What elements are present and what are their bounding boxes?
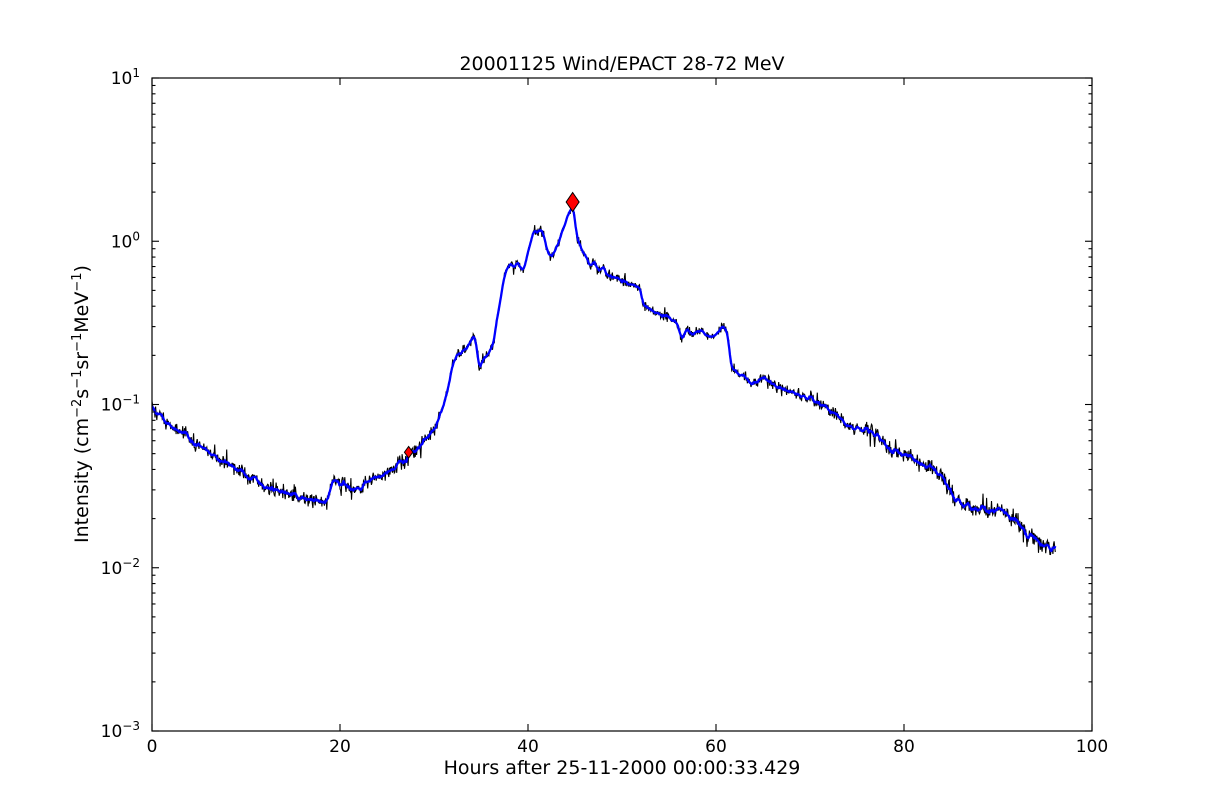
y-tick-label: 10−2	[101, 556, 140, 579]
x-tick-label: 20	[329, 737, 351, 757]
x-tick-label: 40	[517, 737, 539, 757]
x-axis-label: Hours after 25-11-2000 00:00:33.429	[444, 757, 801, 779]
axes-frame	[151, 77, 1093, 732]
x-tick-label: 60	[705, 737, 727, 757]
x-tick-label: 100	[1076, 737, 1108, 757]
y-tick-label: 10−3	[101, 719, 140, 742]
event-markers	[403, 191, 580, 459]
y-tick-label: 10−1	[101, 393, 140, 416]
raw-series-line	[152, 205, 1056, 556]
chart-title: 20001125 Wind/EPACT 28-72 MeV	[459, 53, 784, 75]
smoothed-series-line	[152, 207, 1057, 553]
x-tick-labels: 0 20 40 60 80 100	[147, 737, 1109, 757]
plot-area	[152, 205, 1057, 556]
y-tick-labels: 101 100 10−1 10−2 10−3	[101, 66, 140, 742]
onset-marker	[403, 445, 414, 459]
axis-ticks	[151, 77, 1093, 732]
y-tick-label: 100	[111, 229, 140, 252]
x-tick-label: 0	[147, 737, 158, 757]
peak-marker	[565, 191, 580, 213]
x-tick-label: 80	[893, 737, 915, 757]
y-axis-label: Intensity (cm−2​s−1​sr−1​MeV−1​)	[70, 265, 93, 543]
y-tick-label: 101	[111, 66, 140, 89]
